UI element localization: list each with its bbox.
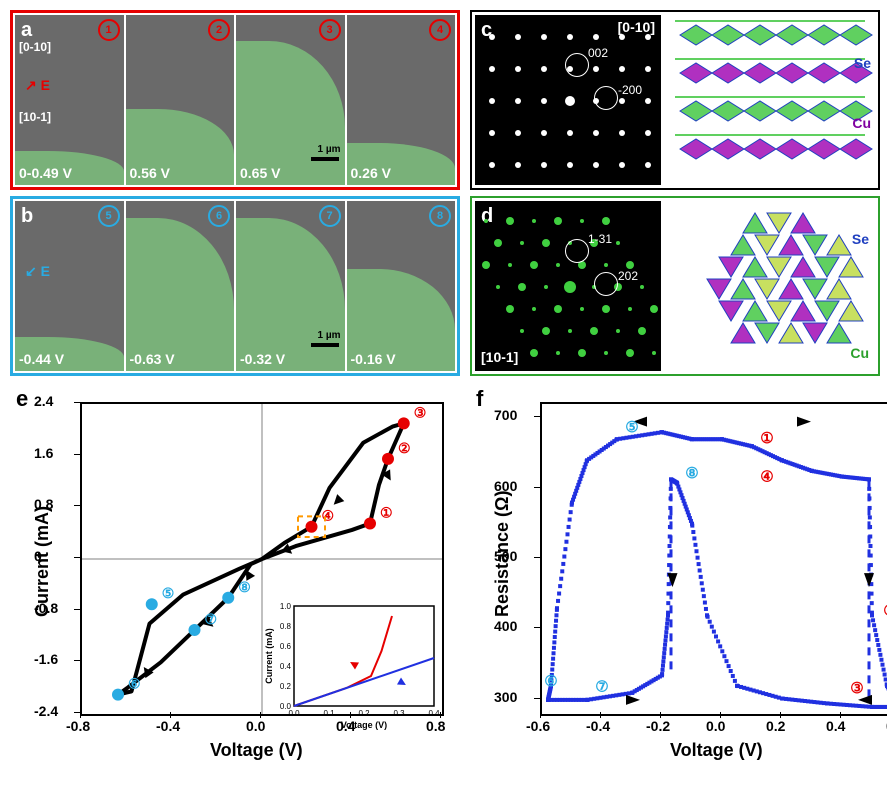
panel-a: 10-0.49 Va[0-10][10-1]↗ E20.56 V30.65 V1…: [10, 10, 460, 190]
svg-text:⑦: ⑦: [205, 611, 218, 627]
tem-frame: 30.65 V1 µm: [236, 15, 345, 185]
tem-frame: 10-0.49 Va[0-10][10-1]↗ E: [15, 15, 124, 185]
figure-grid: 10-0.49 Va[0-10][10-1]↗ E20.56 V30.65 V1…: [10, 10, 877, 782]
panel-c: c [0-10] 002-200 SeCu: [470, 10, 880, 190]
svg-text:⑥: ⑥: [128, 676, 141, 692]
svg-text:⑤: ⑤: [625, 419, 638, 436]
tem-frame: 20.56 V: [126, 15, 235, 185]
svg-text:①: ①: [380, 504, 393, 520]
panel-d: d [10-1] 1-31202 SeCu: [470, 196, 880, 376]
svg-text:⑧: ⑧: [238, 579, 251, 595]
tem-frame: 8-0.16 V: [347, 201, 456, 371]
svg-text:0.1: 0.1: [323, 709, 335, 718]
svg-text:①: ①: [760, 430, 773, 447]
svg-text:③: ③: [850, 680, 863, 697]
svg-text:②: ②: [883, 602, 887, 619]
panel-b: 5-0.44 Vb↙ E6-0.63 V7-0.32 V1 µm8-0.16 V: [10, 196, 460, 376]
structure-d: SeCu: [665, 201, 875, 371]
svg-text:0.6: 0.6: [280, 642, 292, 651]
svg-text:④: ④: [760, 469, 773, 486]
svg-text:0.4: 0.4: [280, 662, 292, 671]
svg-text:0.0: 0.0: [280, 702, 292, 711]
svg-text:⑥: ⑥: [544, 673, 557, 690]
svg-text:0.3: 0.3: [393, 709, 405, 718]
svg-text:0.2: 0.2: [358, 709, 370, 718]
diffraction-d: d [10-1] 1-31202: [475, 201, 661, 371]
svg-text:②: ②: [398, 440, 411, 456]
svg-text:Current (mA): Current (mA): [264, 628, 274, 684]
panel-e-chart: e ①②③④⑤⑥⑦⑧0.00.10.20.30.40.00.20.40.60.8…: [10, 382, 460, 782]
svg-text:0.8: 0.8: [280, 622, 292, 631]
svg-text:⑤: ⑤: [162, 585, 175, 601]
panel-e-label: e: [16, 386, 28, 412]
tem-frame: 7-0.32 V1 µm: [236, 201, 345, 371]
tem-frame: 5-0.44 Vb↙ E: [15, 201, 124, 371]
svg-text:④: ④: [322, 508, 335, 524]
svg-text:③: ③: [414, 404, 427, 420]
svg-text:⑦: ⑦: [595, 678, 608, 695]
svg-text:⑧: ⑧: [685, 465, 698, 482]
structure-c: SeCu: [665, 15, 875, 185]
panel-f-label: f: [476, 386, 483, 412]
tem-frame: 40.26 V: [347, 15, 456, 185]
diffraction-c: c [0-10] 002-200: [475, 15, 661, 185]
tem-frame: 6-0.63 V: [126, 201, 235, 371]
svg-text:0.2: 0.2: [280, 682, 292, 691]
panel-f-chart: f ①②③④⑤⑥⑦⑧Resistance (Ω)Voltage (V)-0.6-…: [470, 382, 880, 782]
svg-text:0.4: 0.4: [428, 709, 440, 718]
svg-text:1.0: 1.0: [280, 602, 292, 611]
